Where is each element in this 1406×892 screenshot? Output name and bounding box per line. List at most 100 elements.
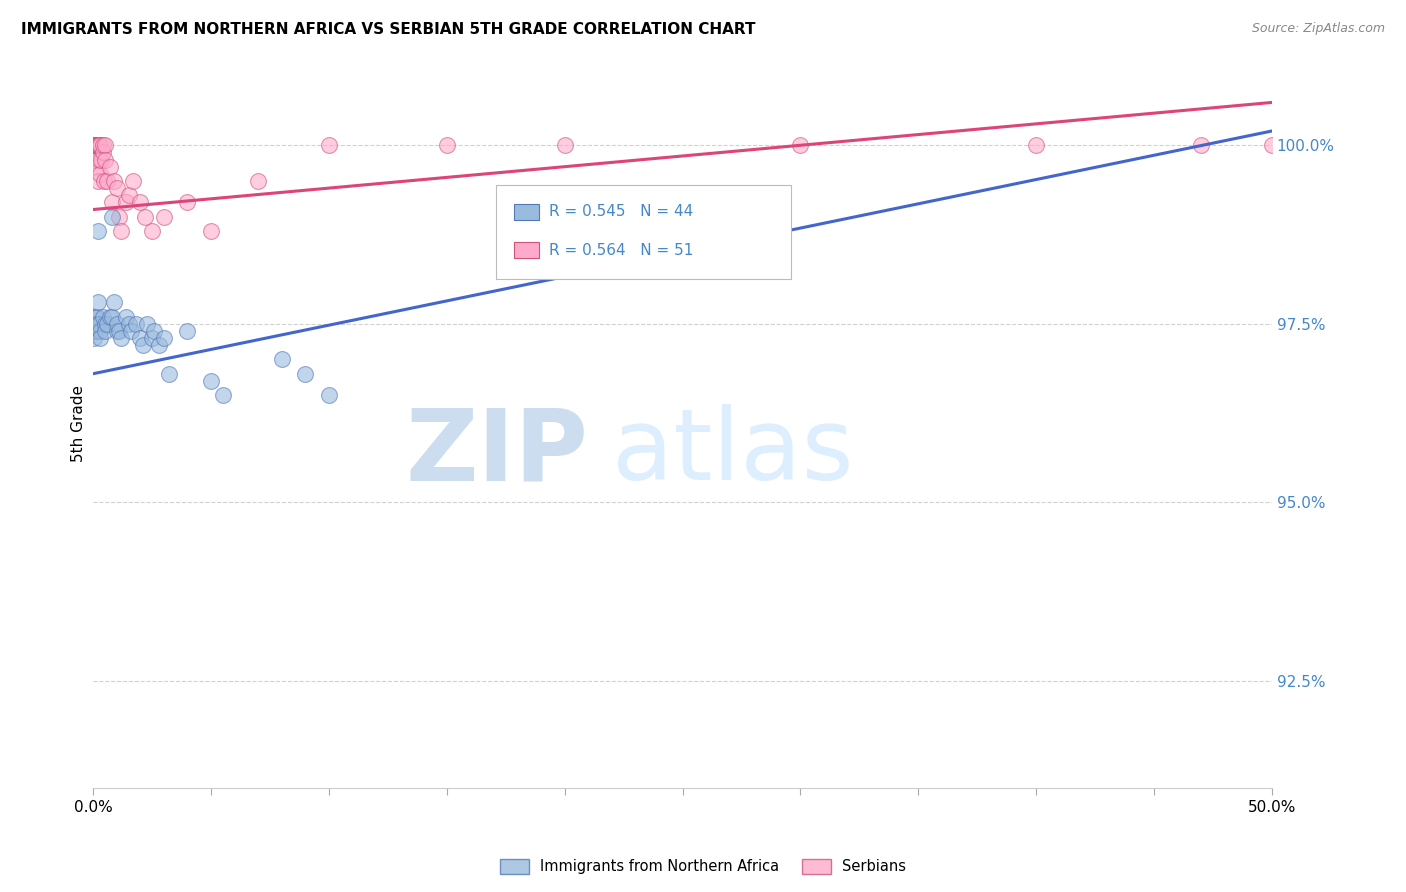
Point <box>98 310 121 324</box>
Legend: Immigrants from Northern Africa, Serbians: Immigrants from Northern Africa, Serbian… <box>494 853 912 880</box>
Point <box>91 138 114 153</box>
Point <box>105 317 128 331</box>
Point <box>94 153 117 167</box>
Point <box>157 367 180 381</box>
Point <box>117 188 139 202</box>
Point <box>176 195 198 210</box>
Point <box>122 174 145 188</box>
Text: R = 0.564   N = 51: R = 0.564 N = 51 <box>548 243 693 258</box>
Point <box>84 138 107 153</box>
Point <box>1025 138 1047 153</box>
Point <box>84 138 107 153</box>
Point <box>108 210 131 224</box>
Point <box>87 317 110 331</box>
Point <box>211 388 233 402</box>
Point <box>117 317 139 331</box>
Point <box>84 317 107 331</box>
Point <box>83 153 105 167</box>
Point <box>247 174 270 188</box>
Point <box>83 331 105 345</box>
Point <box>87 174 110 188</box>
Point <box>103 295 125 310</box>
Text: ZIP: ZIP <box>405 404 588 501</box>
Point <box>270 352 292 367</box>
Point <box>101 210 124 224</box>
Point <box>98 160 121 174</box>
Point <box>436 138 458 153</box>
Point <box>105 181 128 195</box>
Point <box>318 138 340 153</box>
Point <box>87 138 110 153</box>
Point <box>83 324 105 338</box>
Point <box>83 138 105 153</box>
Point <box>86 160 108 174</box>
Point <box>91 310 114 324</box>
Point <box>83 317 105 331</box>
Point <box>200 374 222 388</box>
Point <box>84 138 107 153</box>
Point <box>294 367 316 381</box>
Point <box>141 331 163 345</box>
Point <box>87 295 110 310</box>
Point <box>141 224 163 238</box>
Point <box>86 138 108 153</box>
Point <box>94 324 117 338</box>
Point <box>134 210 156 224</box>
Point <box>789 138 811 153</box>
Text: IMMIGRANTS FROM NORTHERN AFRICA VS SERBIAN 5TH GRADE CORRELATION CHART: IMMIGRANTS FROM NORTHERN AFRICA VS SERBI… <box>21 22 755 37</box>
Point <box>94 317 117 331</box>
Point <box>148 338 170 352</box>
Point <box>554 138 576 153</box>
Point <box>84 324 107 338</box>
Point <box>108 324 131 338</box>
Point <box>87 153 110 167</box>
Point <box>86 317 108 331</box>
Point <box>124 317 146 331</box>
Text: atlas: atlas <box>612 404 853 501</box>
Point <box>115 310 138 324</box>
Point <box>110 224 132 238</box>
Point <box>176 324 198 338</box>
Point <box>101 310 124 324</box>
Point <box>89 167 111 181</box>
Y-axis label: 5th Grade: 5th Grade <box>72 385 86 462</box>
Point <box>96 174 118 188</box>
Point <box>131 338 153 352</box>
Point <box>86 138 108 153</box>
Point <box>89 331 111 345</box>
Point <box>101 195 124 210</box>
Point <box>129 331 152 345</box>
Point <box>129 195 152 210</box>
Point <box>83 138 105 153</box>
Point <box>89 324 111 338</box>
Point <box>1189 138 1212 153</box>
Point <box>96 317 118 331</box>
Point <box>84 310 107 324</box>
Point <box>120 324 142 338</box>
Point <box>110 331 132 345</box>
Point <box>153 210 176 224</box>
Point <box>84 138 107 153</box>
Point <box>105 324 128 338</box>
Point <box>103 174 125 188</box>
Text: Source: ZipAtlas.com: Source: ZipAtlas.com <box>1251 22 1385 36</box>
Point <box>83 138 105 153</box>
Point <box>1261 138 1284 153</box>
Point <box>136 317 159 331</box>
Point <box>86 310 108 324</box>
Point <box>115 195 138 210</box>
Point <box>153 331 176 345</box>
Point <box>83 138 105 153</box>
Point <box>200 224 222 238</box>
Point <box>84 138 107 153</box>
Point <box>91 145 114 160</box>
Point <box>143 324 166 338</box>
Point <box>84 310 107 324</box>
Text: R = 0.545   N = 44: R = 0.545 N = 44 <box>548 204 693 219</box>
Point <box>93 174 115 188</box>
Point <box>87 224 110 238</box>
Point <box>87 138 110 153</box>
Point <box>318 388 340 402</box>
Point <box>94 138 117 153</box>
Point <box>89 138 111 153</box>
